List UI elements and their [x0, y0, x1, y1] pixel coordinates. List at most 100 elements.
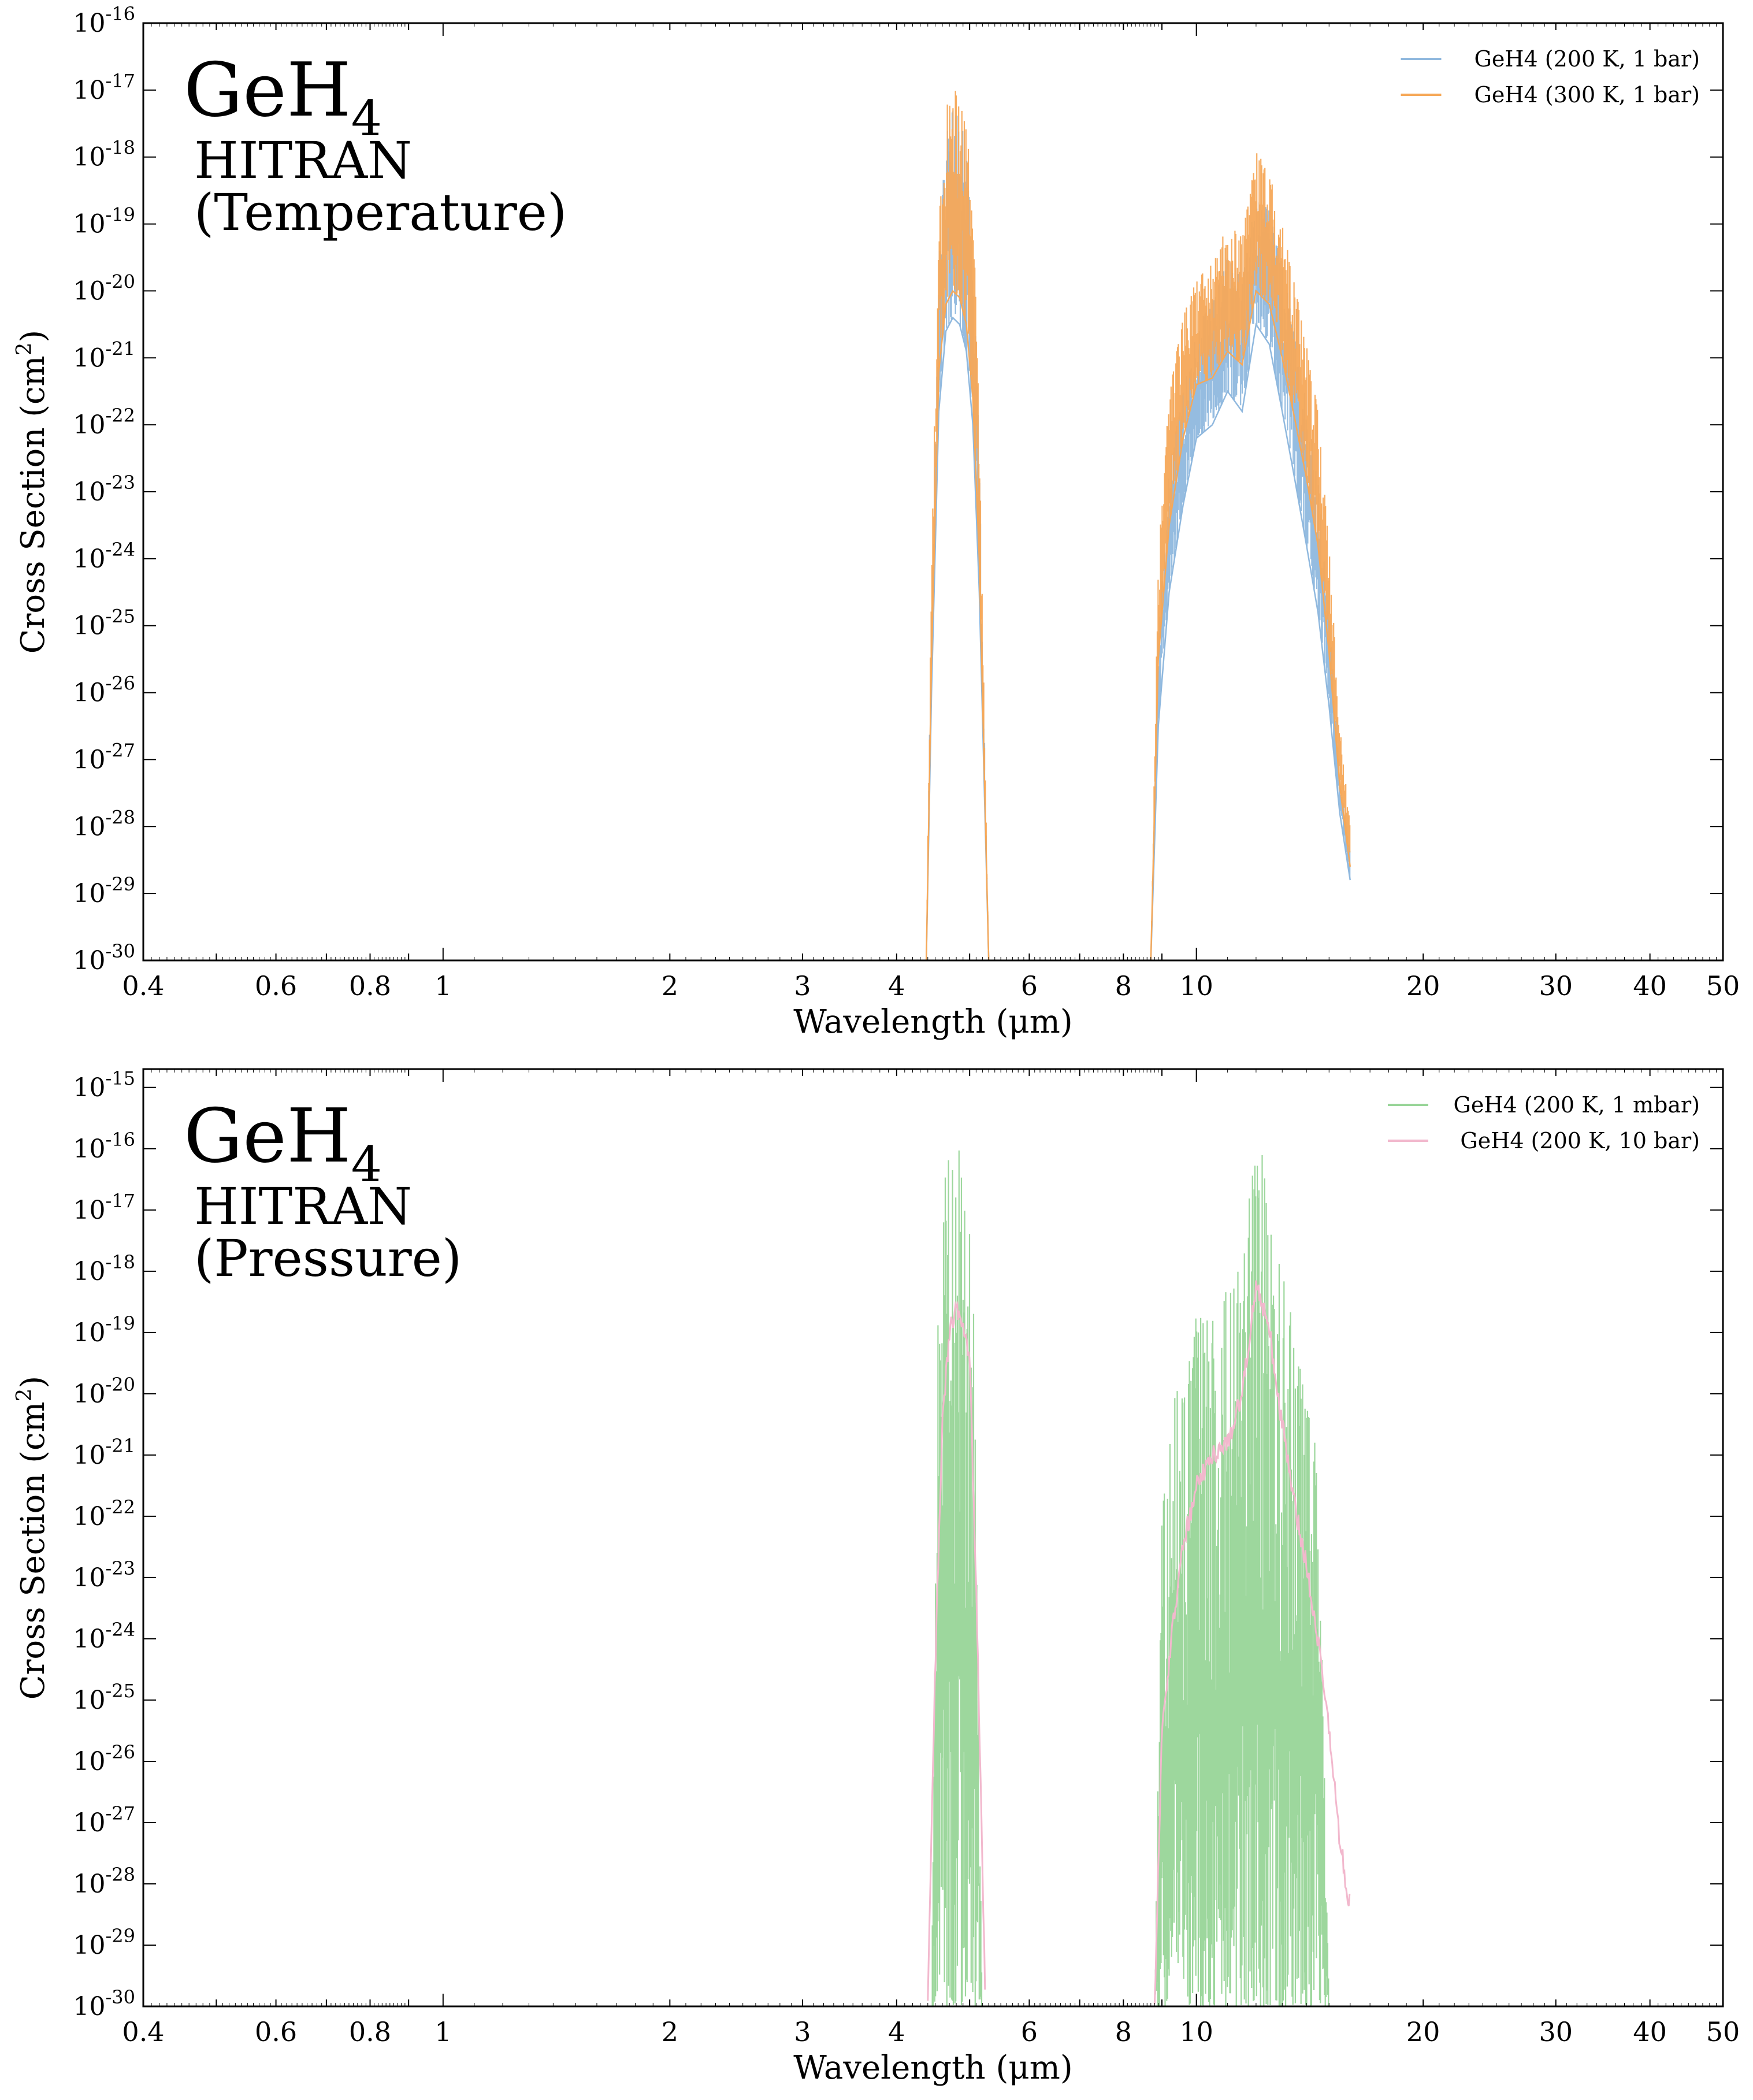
legend-label: GeH4 (200 K, 1 bar)	[1475, 46, 1700, 72]
plot-area	[925, 91, 1351, 960]
y-axis: 10-3010-2910-2810-2710-2610-2510-2410-23…	[73, 1067, 1723, 2021]
series-band-1	[931, 1150, 983, 2006]
y-tick-base: 10	[73, 745, 105, 774]
y-tick-label: 10-17	[73, 70, 135, 105]
x-axis-label: Wavelength (μm)	[793, 2049, 1072, 2087]
y-tick-label: 10-20	[73, 270, 135, 306]
y-tick-exponent: -19	[105, 204, 135, 226]
y-tick-base: 10	[73, 1502, 105, 1531]
y-tick-exponent: -26	[105, 673, 135, 695]
y-tick-label: 10-18	[73, 1251, 135, 1286]
y-tick-base: 10	[73, 544, 105, 574]
series-band-2	[1151, 202, 1351, 934]
y-tick-exponent: -21	[105, 337, 135, 359]
y-tick-label: 10-25	[73, 606, 135, 641]
x-tick-label: 1	[434, 970, 451, 1001]
y-axis-label-close: )	[14, 1376, 52, 1389]
y-tick-label: 10-26	[73, 673, 135, 708]
y-tick-label: 10-20	[73, 1374, 135, 1409]
panel-title-subscript: 4	[351, 90, 382, 147]
y-tick-label: 10-19	[73, 204, 135, 239]
panel-title-subscript: 4	[351, 1136, 382, 1193]
x-tick-label: 0.8	[349, 970, 391, 1001]
series-band-edge-1	[925, 290, 990, 960]
y-tick-label: 10-16	[73, 3, 135, 38]
y-tick-exponent: -16	[105, 1129, 135, 1151]
y-tick-label: 10-23	[73, 472, 135, 507]
y-tick-exponent: -27	[105, 739, 135, 761]
panel-title: GeH4	[184, 1093, 382, 1193]
legend: GeH4 (200 K, 1 mbar) GeH4 (200 K, 10 bar)	[1388, 1092, 1700, 1153]
y-tick-exponent: -25	[105, 606, 135, 628]
y-tick-label: 10-16	[73, 1129, 135, 1164]
y-axis-label-exponent: 2	[13, 343, 36, 356]
x-tick-label: 8	[1115, 970, 1132, 1001]
panel-title: GeH4	[184, 47, 382, 147]
x-tick-label: 40	[1633, 2016, 1667, 2047]
y-tick-base: 10	[73, 1134, 105, 1164]
y-tick-label: 10-19	[73, 1312, 135, 1348]
y-tick-base: 10	[73, 477, 105, 507]
x-tick-label: 50	[1706, 2016, 1740, 2047]
y-tick-label: 10-28	[73, 1864, 135, 1899]
x-axis: 0.4 0.6 0.8 1 2 3 4 6 8 10 20 30 40 50	[122, 23, 1740, 1001]
y-tick-label: 10-29	[73, 1925, 135, 1960]
y-tick-exponent: -23	[105, 1557, 135, 1579]
y-tick-base: 10	[73, 343, 105, 373]
y-tick-base: 10	[73, 143, 105, 172]
y-tick-exponent: -16	[105, 3, 135, 25]
y-tick-base: 10	[73, 1624, 105, 1654]
y-tick-base: 10	[73, 812, 105, 841]
y-tick-base: 10	[73, 1196, 105, 1225]
x-tick-label: 0.8	[349, 2016, 391, 2047]
y-tick-base: 10	[73, 611, 105, 641]
y-tick-base: 10	[73, 1686, 105, 1715]
x-tick-label: 40	[1633, 970, 1667, 1001]
y-tick-label: 10-30	[73, 1986, 135, 2021]
y-tick-label: 10-22	[73, 405, 135, 440]
x-tick-label: 0.6	[255, 970, 297, 1001]
series-geh4-200-k-10-bar-	[927, 1280, 1351, 2004]
y-axis-label-main: Cross Section (cm	[14, 355, 52, 654]
y-tick-exponent: -22	[105, 405, 135, 426]
y-tick-label: 10-27	[73, 739, 135, 774]
series-band-edge-2	[1150, 322, 1351, 960]
series-band-2	[1154, 1155, 1329, 2006]
x-tick-label: 30	[1539, 970, 1573, 1001]
x-tick-label: 4	[888, 2016, 905, 2047]
y-tick-base: 10	[73, 1931, 105, 1960]
y-tick-exponent: -29	[105, 873, 135, 895]
y-tick-base: 10	[73, 1073, 105, 1103]
y-tick-base: 10	[73, 1441, 105, 1470]
y-tick-label: 10-21	[73, 1435, 135, 1470]
y-tick-label: 10-15	[73, 1067, 135, 1103]
x-tick-label: 2	[662, 2016, 678, 2047]
y-tick-base: 10	[73, 1563, 105, 1593]
series-band-edge-1	[925, 316, 990, 960]
plot-area	[927, 1150, 1351, 2006]
y-tick-base: 10	[73, 1379, 105, 1409]
y-tick-label: 10-22	[73, 1496, 135, 1531]
x-tick-label: 6	[1021, 2016, 1038, 2047]
x-tick-label: 6	[1021, 970, 1038, 1001]
y-axis: 10-3010-2910-2810-2710-2610-2510-2410-23…	[73, 3, 1723, 975]
y-tick-base: 10	[73, 210, 105, 239]
y-axis-label: Cross Section (cm2)	[13, 1376, 52, 1700]
y-tick-base: 10	[73, 9, 105, 38]
panel-subtitle-line: HITRAN	[194, 131, 412, 190]
y-tick-base: 10	[73, 879, 105, 908]
legend-label: GeH4 (300 K, 1 bar)	[1475, 82, 1700, 107]
plot-frame	[142, 1068, 1724, 2008]
series-geh4-200-k-1-bar-	[925, 110, 1351, 960]
series-line-2	[1153, 1280, 1351, 2004]
x-axis: 0.4 0.6 0.8 1 2 3 4 6 8 10 20 30 40 50	[122, 1069, 1740, 2047]
y-tick-exponent: -20	[105, 270, 135, 292]
panel-subtitle-line: HITRAN	[194, 1177, 412, 1236]
x-tick-label: 10	[1179, 2016, 1213, 2047]
y-tick-exponent: -18	[105, 1251, 135, 1273]
y-tick-label: 10-21	[73, 337, 135, 373]
y-tick-base: 10	[73, 1257, 105, 1286]
panel-subtitle-line: (Temperature)	[194, 183, 567, 242]
y-tick-base: 10	[73, 678, 105, 708]
y-tick-base: 10	[73, 1869, 105, 1899]
